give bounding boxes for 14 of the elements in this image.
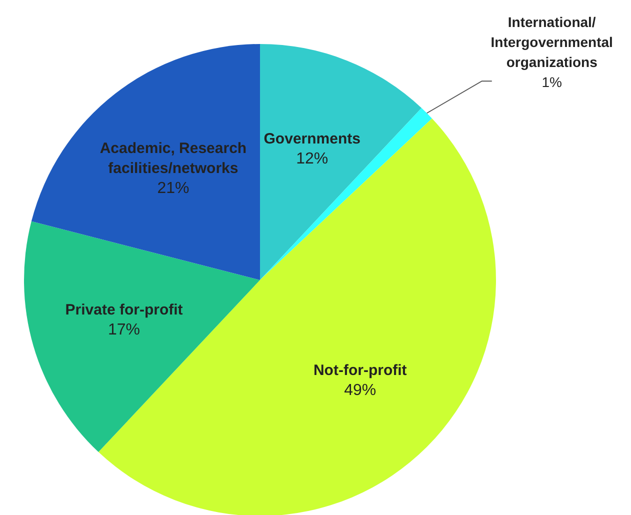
slice-label: International/ Intergovernmental organizations xyxy=(490,14,613,70)
pie-slice xyxy=(31,44,260,280)
slice-label: Academic, Research facilities/networks xyxy=(100,140,247,178)
slice-label: Private for-profit xyxy=(65,302,183,319)
slice-label: Governments xyxy=(264,130,360,148)
data-label: 49% xyxy=(344,382,376,400)
data-label: 17% xyxy=(108,322,140,339)
pie-slice xyxy=(260,44,422,280)
data-label: 12% xyxy=(296,150,328,168)
data-label: 1% xyxy=(542,74,562,90)
data-label: 21% xyxy=(157,180,190,198)
slice-label: Not-for-profit xyxy=(313,362,407,380)
pie-slice xyxy=(260,108,432,280)
pie-slice xyxy=(24,221,260,452)
